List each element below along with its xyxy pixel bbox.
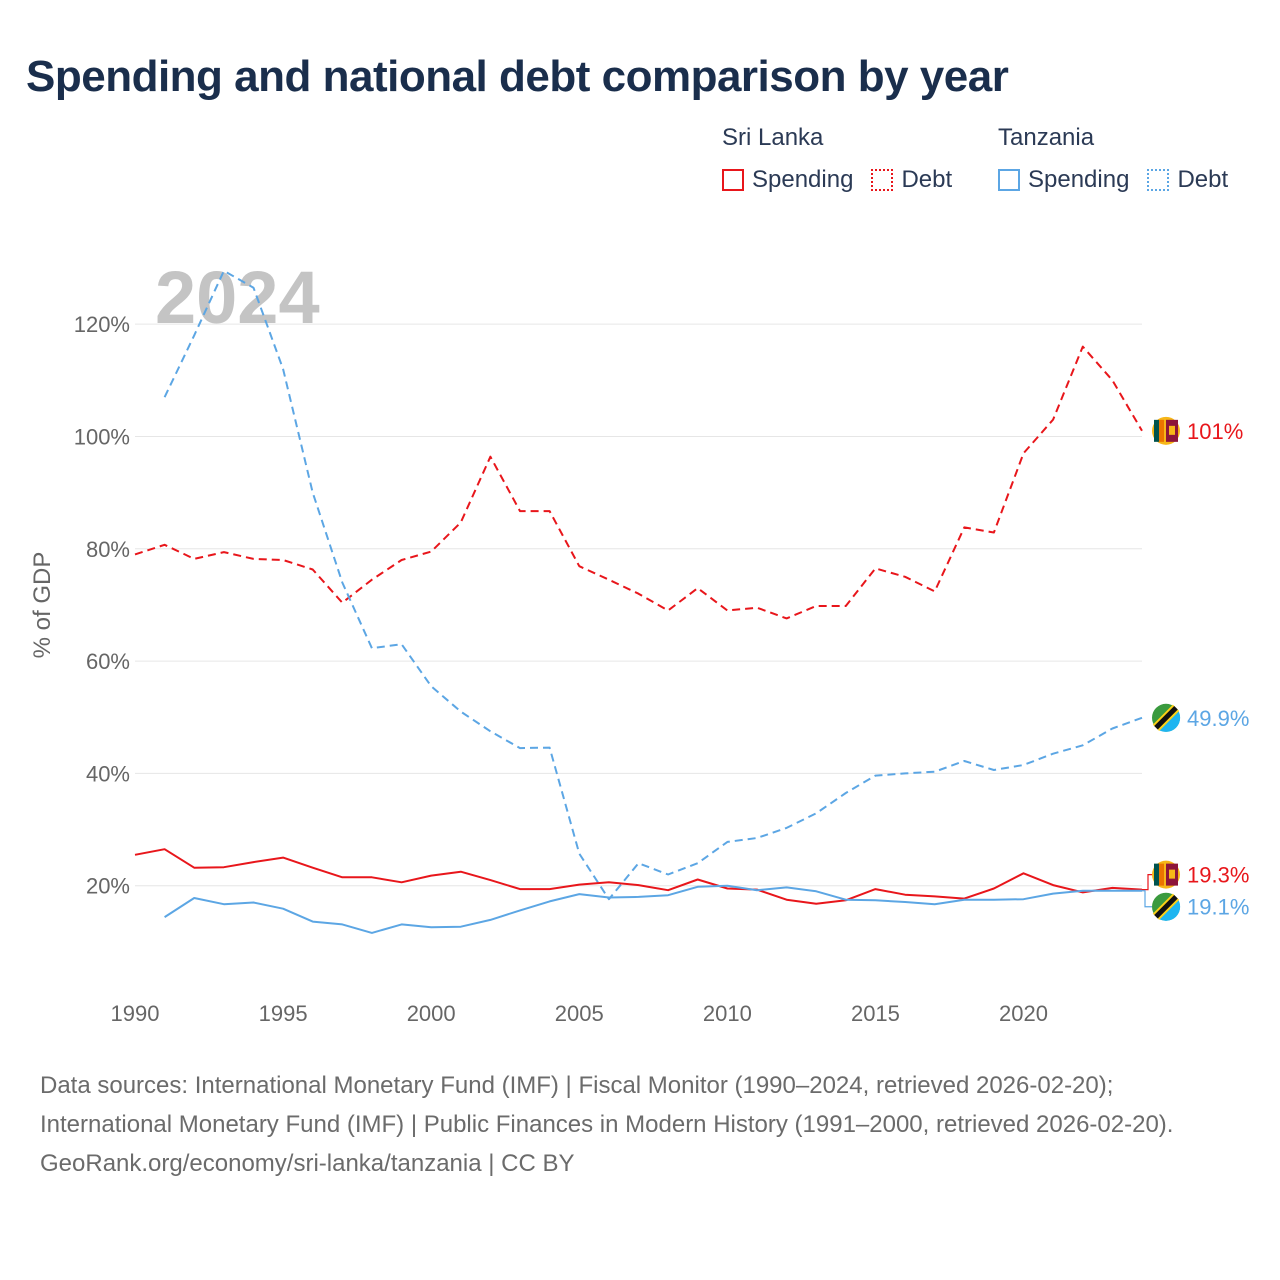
series	[134, 269, 1143, 934]
sri-lanka-flag-icon	[1152, 416, 1180, 445]
x-tick-label: 2020	[999, 1001, 1048, 1026]
legend-label: Debt	[1177, 166, 1229, 193]
legend-label: Spending	[752, 166, 854, 193]
x-tick-label: 2005	[555, 1001, 604, 1026]
tanzania-flag-icon	[1152, 703, 1181, 732]
legend-swatch-dotted-icon	[871, 169, 894, 191]
legend-item-sri-lanka-debt[interactable]: Debt	[871, 166, 952, 194]
label-connector	[1142, 874, 1152, 891]
legend-item-tanzania-debt[interactable]: Debt	[1147, 166, 1228, 194]
series-line-sri-lanka-spending[interactable]	[134, 848, 1143, 905]
legend-item-sri-lanka-spending[interactable]: Spending	[722, 166, 853, 194]
y-tick-label: 40%	[86, 761, 130, 786]
data-sources: Data sources: International Monetary Fun…	[40, 1072, 1174, 1138]
legend-country-tanzania: Tanzania	[998, 124, 1095, 151]
y-tick-label: 20%	[86, 874, 130, 899]
footer: Data sources: International Monetary Fun…	[40, 1066, 1240, 1183]
chart-title: Spending and national debt comparison by…	[26, 52, 1009, 101]
end-value-label: 19.1%	[1187, 895, 1249, 920]
series-line-tanzania-spending[interactable]	[164, 884, 1142, 934]
x-tick-label: 2000	[407, 1001, 456, 1026]
y-tick-label: 120%	[74, 312, 130, 337]
legend-item-tanzania-spending[interactable]: Spending	[998, 166, 1129, 194]
series-line-sri-lanka-debt[interactable]	[134, 345, 1143, 620]
legend-swatch-solid-icon	[998, 169, 1020, 191]
y-axis-label: % of GDP	[29, 552, 56, 659]
year-watermark: 2024	[155, 256, 320, 339]
legend-country-sri-lanka: Sri Lanka	[722, 124, 824, 151]
y-tick-label: 80%	[86, 537, 130, 562]
label-connector	[1142, 890, 1152, 908]
y-tick-label: 60%	[86, 649, 130, 674]
end-value-label: 49.9%	[1187, 706, 1249, 731]
x-tick-label: 2015	[851, 1001, 900, 1026]
credit-link[interactable]: GeoRank.org/economy/sri-lanka/tanzania |…	[40, 1150, 575, 1177]
x-tick-label: 1995	[259, 1001, 308, 1026]
y-axis: 20% 40% 60% 80% 100% 120%	[74, 312, 130, 899]
legend-label: Debt	[901, 166, 953, 193]
x-tick-label: 1990	[111, 1001, 160, 1026]
legend-tanzania: Tanzania Spending Debt	[998, 124, 1246, 194]
x-tick-label: 2010	[703, 1001, 752, 1026]
end-labels: 101% 49.9% 19.3% 19.1%	[1142, 416, 1249, 921]
legend-label: Spending	[1028, 166, 1130, 193]
end-value-label: 19.3%	[1187, 863, 1249, 888]
tanzania-flag-icon	[1152, 892, 1181, 921]
sri-lanka-flag-icon	[1152, 860, 1180, 889]
line-chart: 2024 % of GDP 20%40%60%80%100%120% 1990 1…	[29, 256, 1249, 1026]
legend-swatch-solid-icon	[722, 169, 744, 191]
end-value-label: 101%	[1187, 419, 1243, 444]
x-axis: 1990 1995 2000 2005 2010 2015 2020	[111, 1001, 1048, 1026]
y-tick-label: 100%	[74, 424, 130, 449]
legend-sri-lanka: Sri Lanka Spending Debt	[722, 124, 970, 194]
legend-swatch-dotted-icon	[1147, 169, 1170, 191]
series-line-tanzania-debt[interactable]	[163, 269, 1143, 901]
grid	[135, 323, 1142, 887]
